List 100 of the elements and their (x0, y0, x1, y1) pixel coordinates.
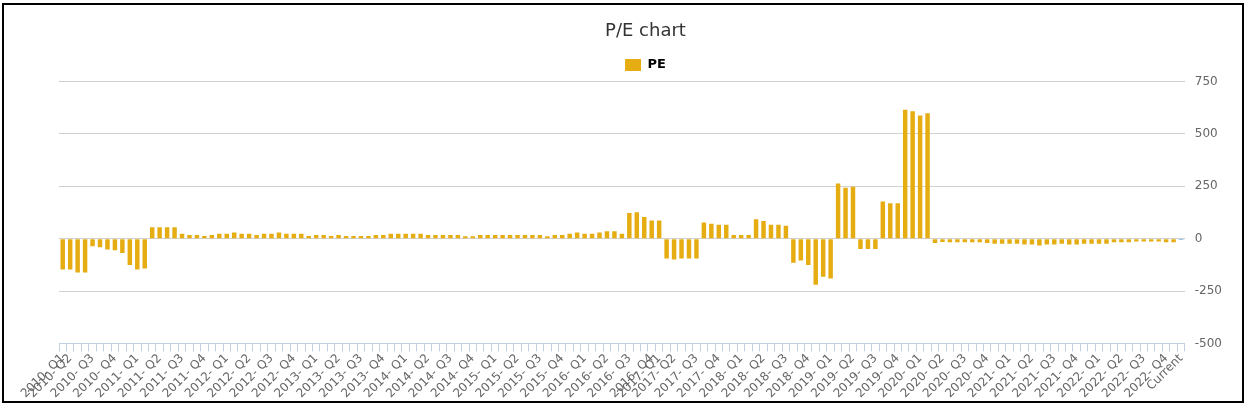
bar (112, 239, 118, 251)
bar (164, 227, 170, 239)
legend-label: PE (647, 56, 666, 72)
bar (515, 235, 520, 239)
bar (403, 233, 408, 239)
y-tick-label: 500 (1194, 126, 1218, 141)
bar (925, 113, 930, 239)
bar (694, 239, 699, 259)
bar (888, 203, 893, 239)
bar (955, 239, 960, 243)
bar (187, 235, 192, 239)
bar (984, 239, 990, 244)
bar (597, 232, 602, 239)
bar (828, 239, 833, 279)
bar (231, 232, 237, 239)
bar (858, 239, 863, 249)
bar (731, 235, 736, 239)
bar (895, 203, 900, 239)
bar (1029, 239, 1035, 245)
bar (761, 221, 766, 239)
bar (254, 235, 259, 239)
chart-title: P/E chart (605, 19, 686, 41)
bar (612, 231, 617, 239)
bar (813, 239, 818, 285)
bar (321, 235, 326, 239)
bar (135, 239, 140, 270)
bar (664, 239, 669, 259)
bar (351, 235, 356, 239)
bar (604, 231, 610, 239)
bar (1089, 239, 1094, 244)
bar (574, 232, 580, 239)
bar (582, 233, 587, 239)
bar (865, 239, 871, 249)
bar (239, 233, 244, 239)
bar (105, 239, 110, 250)
bar (1081, 239, 1087, 244)
bar (932, 239, 938, 244)
bar (530, 235, 535, 239)
bar (433, 235, 438, 239)
bar (127, 239, 133, 266)
bar (656, 220, 662, 239)
bar (1059, 239, 1064, 244)
bar (381, 235, 386, 239)
bar (992, 239, 997, 244)
y-tick-label: 750 (1194, 73, 1218, 88)
y-tick-label: 0 (1194, 230, 1203, 245)
bar (172, 227, 177, 239)
bar (873, 239, 878, 249)
bar (1014, 239, 1020, 244)
bar (60, 239, 65, 270)
bar (910, 111, 915, 239)
bar (970, 239, 975, 243)
bar (776, 224, 781, 239)
bar (567, 233, 572, 239)
bar (485, 235, 490, 239)
bar (299, 233, 304, 239)
bar (75, 239, 80, 273)
bar (627, 213, 632, 239)
bar (1096, 239, 1102, 244)
bar (806, 239, 811, 266)
bar (791, 239, 796, 263)
bar (649, 220, 654, 239)
bar (1156, 239, 1161, 242)
bar (1134, 239, 1139, 242)
bar (448, 235, 453, 239)
bar (149, 227, 155, 239)
bar (671, 239, 677, 260)
y-tick-label: -250 (1194, 283, 1222, 298)
bar (1037, 239, 1042, 246)
bar (202, 235, 207, 239)
bar (217, 233, 222, 239)
bar (1044, 239, 1050, 245)
bar (1066, 239, 1072, 245)
bar (1052, 239, 1057, 245)
bar (843, 187, 848, 239)
bar (269, 233, 274, 239)
y-tick-label: 250 (1194, 178, 1218, 193)
bar (157, 227, 162, 239)
bar (276, 232, 282, 239)
bar (1171, 239, 1176, 243)
bar (284, 233, 289, 239)
bar (418, 233, 423, 239)
bar (686, 239, 692, 259)
bar (746, 235, 751, 239)
bar (679, 239, 684, 259)
bar (835, 183, 841, 239)
bar (366, 235, 371, 239)
bar (1104, 239, 1109, 244)
bar (1022, 239, 1027, 245)
bar (90, 239, 95, 247)
bar (634, 212, 640, 239)
bar (336, 235, 341, 239)
bar (120, 239, 125, 253)
bar (1007, 239, 1012, 244)
bar (820, 239, 826, 277)
bar (709, 223, 714, 239)
bar (1119, 239, 1124, 243)
y-tick-label: -500 (1194, 335, 1222, 350)
bar (500, 235, 505, 239)
bar (999, 239, 1005, 244)
